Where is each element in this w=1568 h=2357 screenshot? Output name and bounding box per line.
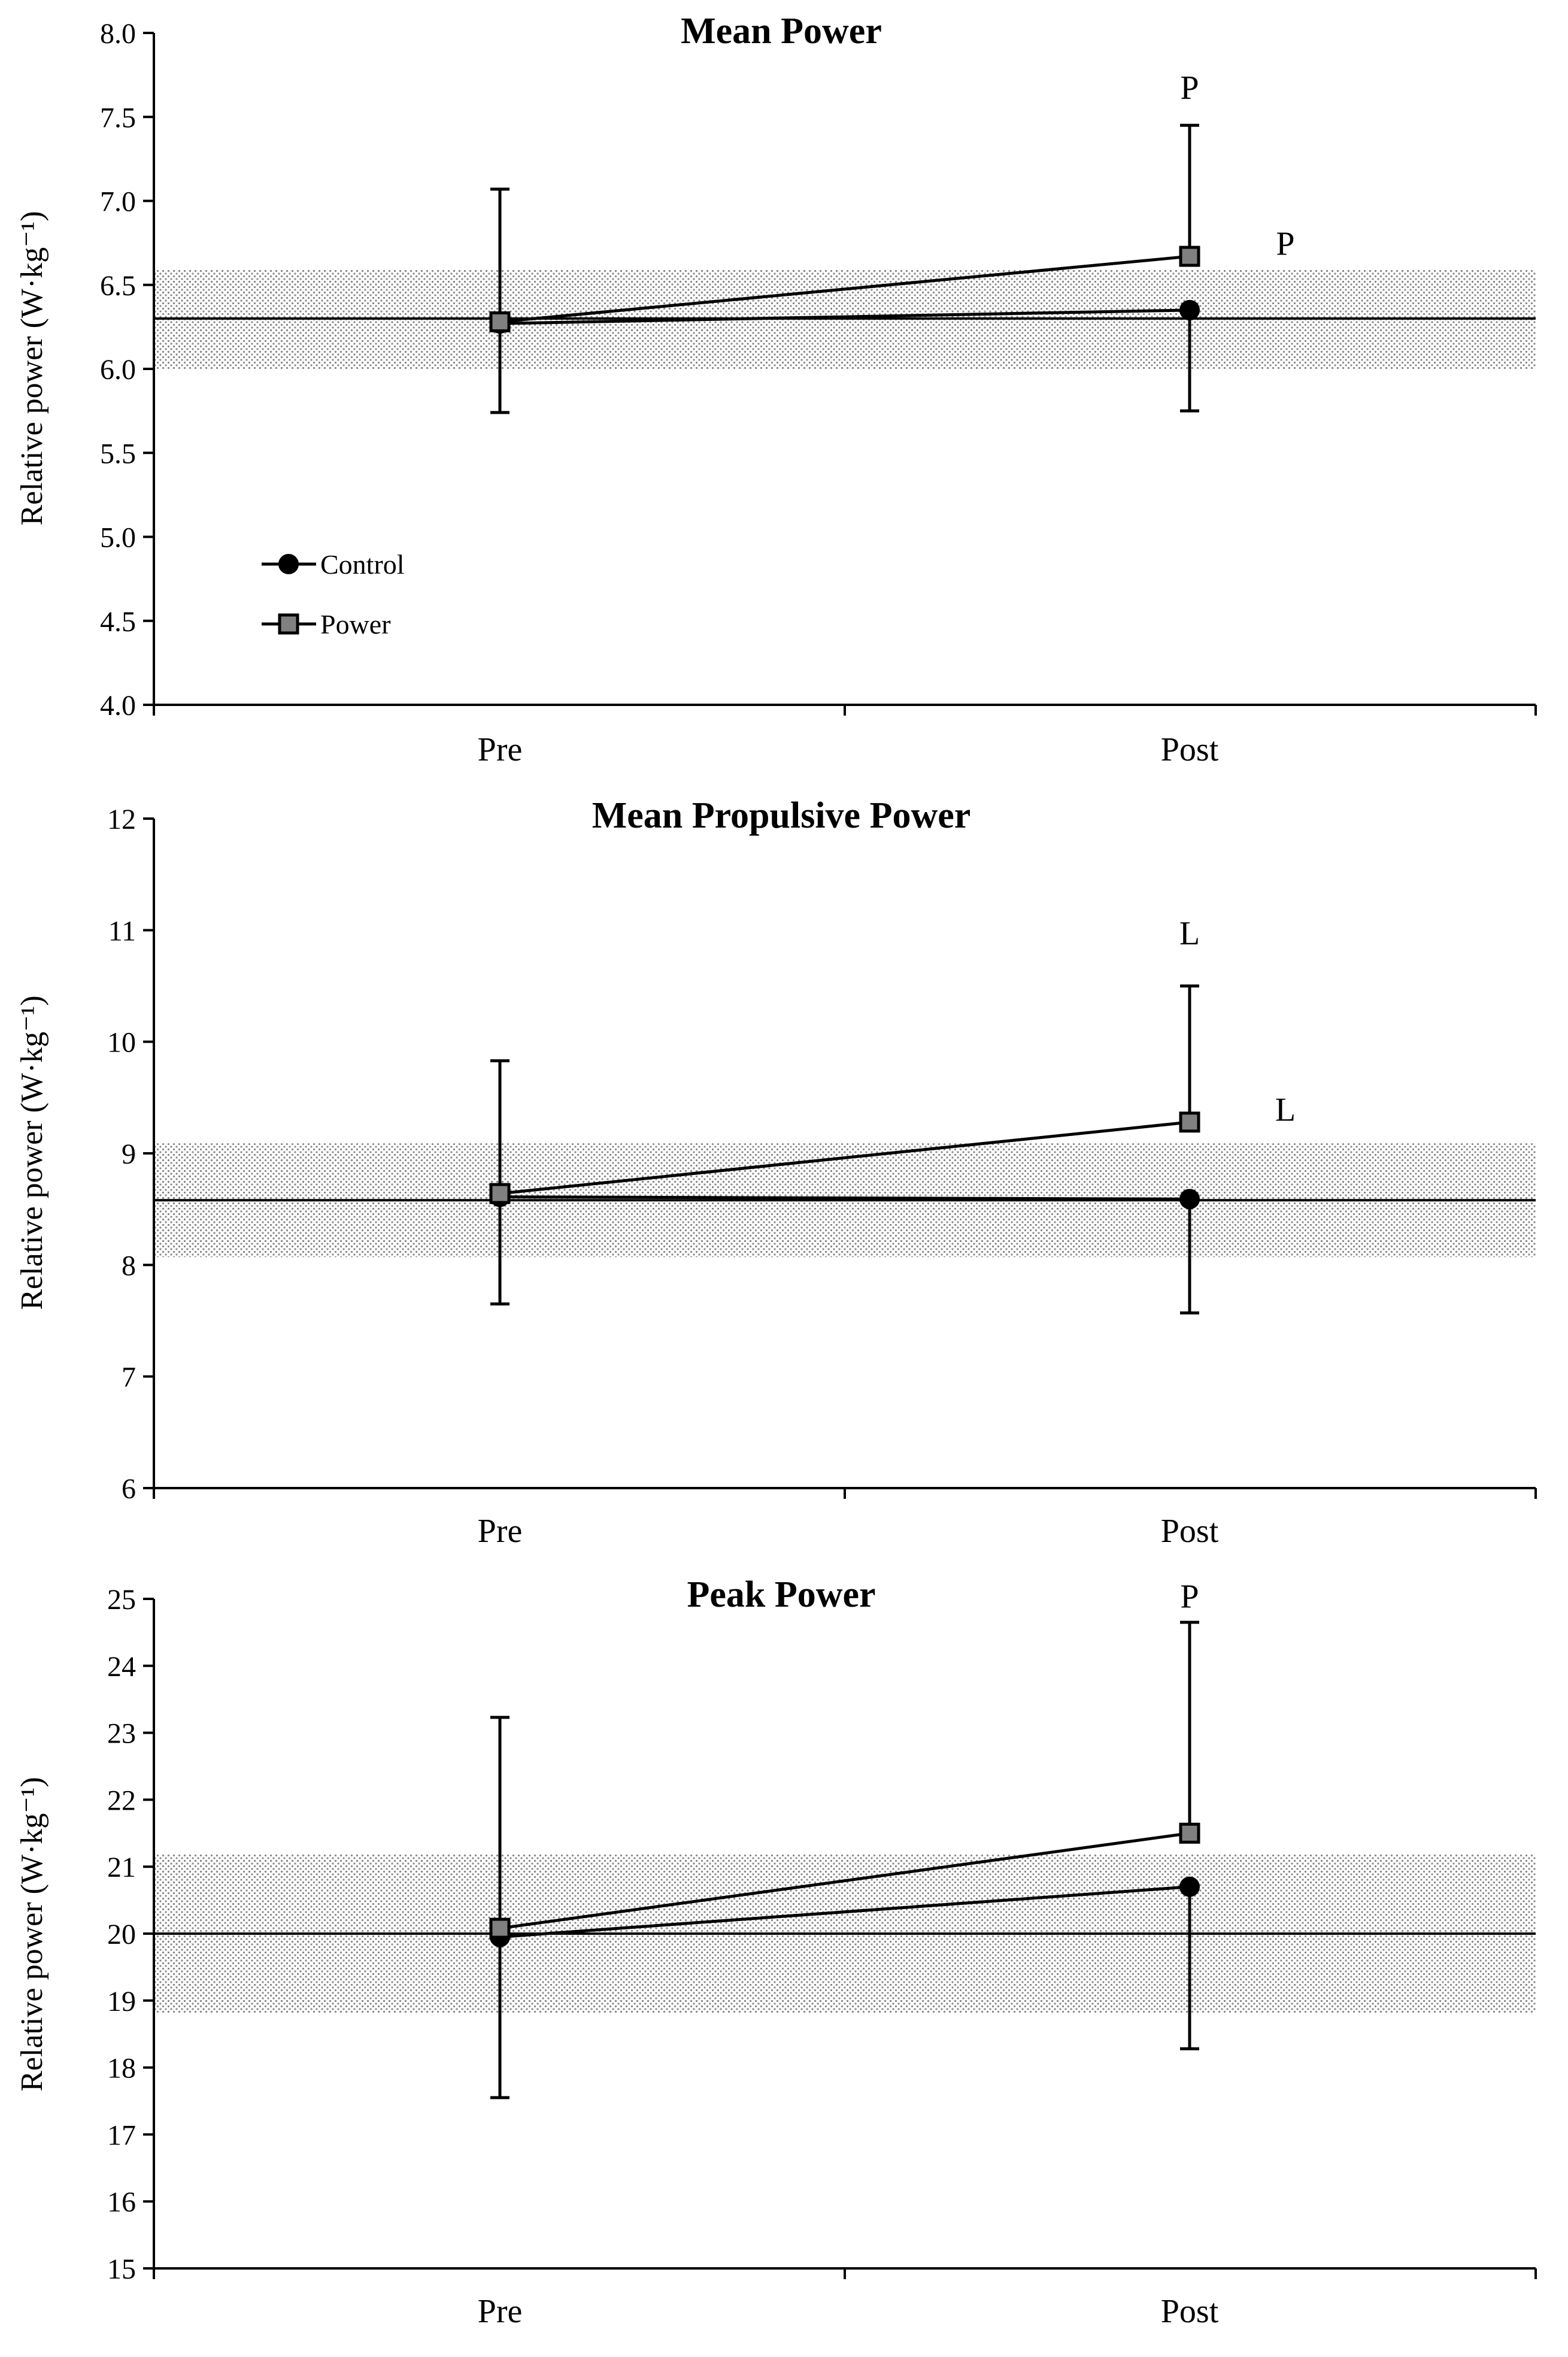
y-tick-label: 6.0 — [100, 354, 136, 386]
y-tick-label: 7 — [122, 1362, 136, 1393]
annotation-label: P — [1180, 69, 1199, 107]
data-point-control — [1179, 299, 1200, 320]
legend-label: Control — [320, 549, 405, 580]
x-tick-label: Pre — [478, 731, 523, 768]
annotation-label: P — [1276, 226, 1294, 263]
y-tick-label: 4.5 — [100, 606, 136, 638]
y-tick-label: 24 — [107, 1651, 136, 1683]
y-tick-label: 10 — [107, 1027, 136, 1059]
series-line — [499, 255, 1190, 323]
y-tick-label: 7.0 — [100, 186, 136, 218]
legend-label: Power — [320, 609, 391, 640]
y-tick-label: 18 — [107, 2053, 136, 2085]
data-point-power — [489, 1917, 511, 1939]
y-axis-label: Relative power (W·kg⁻¹) — [15, 1777, 49, 2091]
x-tick-label: Pre — [478, 1513, 523, 1550]
x-tick-label: Pre — [478, 2293, 523, 2330]
chart-title: Mean Propulsive Power — [592, 795, 971, 836]
y-tick-label: 12 — [107, 804, 136, 835]
series-line — [499, 308, 1190, 325]
y-tick-label: 22 — [107, 1785, 136, 1816]
data-point-control — [1179, 1876, 1200, 1897]
y-tick-label: 23 — [107, 1718, 136, 1750]
chart-title: Mean Power — [681, 11, 882, 51]
y-tick-label: 5.0 — [100, 522, 136, 554]
annotation-label: P — [1180, 1578, 1199, 1615]
y-tick-label: 8 — [122, 1250, 136, 1281]
y-tick-label: 4.0 — [100, 690, 136, 722]
legend-marker-control — [278, 554, 299, 574]
series-line — [499, 1885, 1190, 1939]
x-tick-label: Post — [1161, 731, 1219, 768]
series-line — [499, 1195, 1190, 1201]
panel-3: 15 16 17 18 19 20 21 22 23 24 25 Pre Post Peak Power R… — [15, 1574, 1537, 2330]
y-tick-label: 16 — [107, 2186, 136, 2218]
data-point-control — [1179, 1189, 1200, 1210]
y-tick-label: 7.5 — [100, 102, 136, 134]
panel-2: 6 7 8 9 10 11 12 Pre Post Mean Propulsive Power Re… — [15, 795, 1537, 1550]
chart-title: Peak Power — [687, 1574, 875, 1615]
y-tick-label: 5.5 — [100, 438, 136, 469]
annotation-label: L — [1179, 915, 1200, 952]
y-tick-label: 15 — [107, 2253, 136, 2285]
x-tick-label: Post — [1161, 1513, 1219, 1550]
data-point-power — [489, 311, 511, 332]
series-power — [490, 984, 1199, 1195]
series-power — [490, 123, 1199, 323]
series-control — [490, 1195, 1199, 1314]
series-power — [490, 1620, 1199, 1930]
y-tick-label: 20 — [107, 1919, 136, 1950]
y-tick-label: 11 — [108, 915, 136, 947]
y-tick-label: 21 — [107, 1852, 136, 1883]
series-control — [490, 1885, 1199, 2100]
y-tick-label: 9 — [122, 1138, 136, 1170]
x-tick-label: Post — [1161, 2293, 1219, 2330]
panel-1: 4.0 4.5 5.0 5.5 6.0 6.5 7.0 7.5 8.0 Pre Post Mean P… — [15, 11, 1537, 768]
data-point-power — [1179, 1822, 1200, 1844]
y-tick-label: 6 — [122, 1473, 136, 1505]
y-tick-label: 19 — [107, 1986, 136, 2017]
y-tick-label: 8.0 — [100, 18, 136, 50]
legend: Control Power — [262, 549, 405, 640]
y-tick-label: 17 — [107, 2119, 136, 2151]
series-line — [499, 1831, 1190, 1930]
data-point-power — [1179, 1111, 1200, 1133]
data-point-power — [489, 1183, 511, 1204]
legend-marker-power — [278, 613, 299, 635]
data-point-power — [1179, 246, 1200, 267]
series-line — [499, 1120, 1190, 1195]
y-tick-label: 25 — [107, 1584, 136, 1616]
y-axis-label: Relative power (W·kg⁻¹) — [15, 995, 49, 1310]
series-control — [490, 308, 1199, 414]
y-axis-label: Relative power (W·kg⁻¹) — [15, 211, 49, 525]
annotation-label: L — [1275, 1091, 1296, 1128]
y-tick-label: 6.5 — [100, 270, 136, 302]
